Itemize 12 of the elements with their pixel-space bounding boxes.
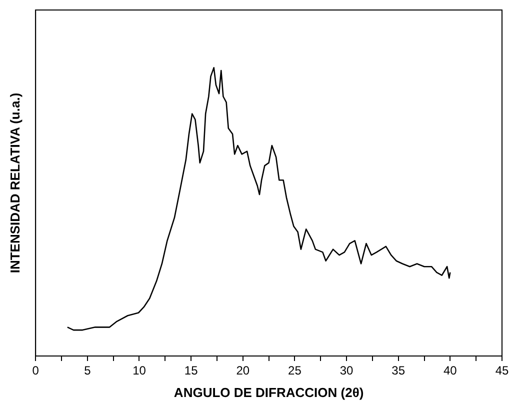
- x-tick-label: 30: [340, 364, 354, 378]
- x-tick-label: 20: [236, 364, 250, 378]
- x-axis-title: ANGULO DE DIFRACCION (2θ): [174, 384, 364, 400]
- x-tick-label: 15: [184, 364, 198, 378]
- y-axis-title: INTENSIDAD RELATIVA (u.a.): [7, 92, 22, 274]
- x-tick-label: 45: [495, 364, 509, 378]
- x-tick-label: 0: [32, 364, 40, 378]
- x-tick-label: 40: [444, 364, 458, 378]
- x-tick-label: 35: [392, 364, 406, 378]
- x-tick-label: 5: [84, 364, 92, 378]
- x-tick-label: 10: [132, 364, 146, 378]
- x-tick-label: 25: [288, 364, 302, 378]
